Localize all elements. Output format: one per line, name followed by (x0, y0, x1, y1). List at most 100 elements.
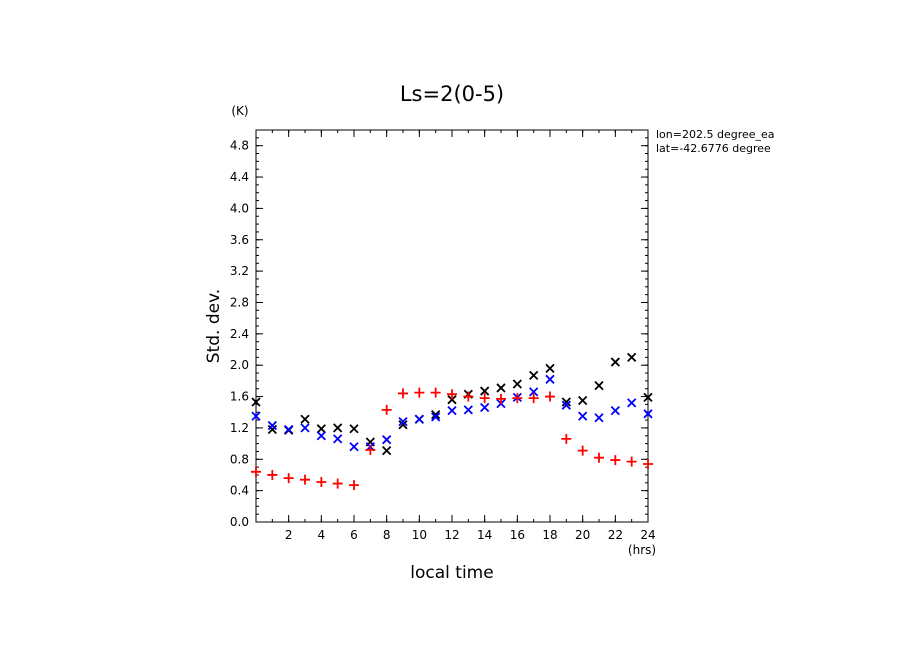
data-point (316, 424, 326, 434)
data-point (447, 406, 457, 416)
data-point (381, 404, 392, 415)
data-point (594, 380, 604, 391)
data-point (643, 392, 653, 402)
data-point (545, 363, 555, 373)
data-point (561, 397, 571, 407)
x-tick-label: 14 (477, 528, 492, 542)
data-point (316, 477, 327, 488)
x-tick-label: 8 (383, 528, 391, 542)
data-point (643, 458, 653, 469)
data-point (578, 395, 588, 406)
series-2 (251, 387, 653, 491)
data-point (463, 405, 473, 415)
data-point (496, 383, 506, 393)
plot-axes: 0.0 0.4 0.8 1.2 1.6 2.0 2.4 2.8 3.2 3.6 4.0 4.4 4.8 2… (230, 129, 656, 542)
plot-marks (251, 352, 653, 491)
series-0 (251, 352, 653, 456)
data-point (430, 387, 441, 398)
data-point (267, 469, 278, 480)
data-point (283, 473, 294, 484)
y-tick-label: 0.0 (230, 515, 249, 529)
x-tick-label: 10 (412, 528, 427, 542)
x-tick-label: 18 (542, 528, 557, 542)
data-point (463, 391, 474, 402)
data-point (578, 411, 588, 421)
data-point (447, 395, 457, 405)
x-axis-label: local time (410, 563, 493, 583)
x-tick-label: 20 (575, 528, 590, 542)
data-point (528, 393, 539, 404)
data-point (251, 466, 261, 477)
data-point (577, 445, 588, 456)
data-point (561, 400, 571, 410)
data-point (610, 455, 621, 466)
x-tick-label: 16 (510, 528, 525, 542)
data-point (300, 423, 310, 433)
plot-frame (255, 129, 649, 523)
x-tick-label: 2 (285, 528, 293, 542)
y-tick-label: 2.8 (230, 295, 249, 309)
annotation-lat: lat=-42.6776 degree (656, 142, 771, 155)
y-tick-label: 0.4 (230, 484, 249, 498)
data-point (316, 431, 326, 441)
data-point (332, 478, 343, 489)
data-point (365, 444, 376, 455)
data-point (626, 456, 637, 467)
data-point (414, 414, 424, 424)
data-point (610, 357, 620, 367)
data-point (561, 433, 572, 444)
data-point (545, 374, 555, 384)
data-point (284, 424, 294, 435)
y-tick-label: 2.4 (230, 327, 249, 341)
data-point (496, 393, 506, 404)
x-tick-label: 24 (640, 528, 655, 542)
data-point (333, 423, 343, 433)
annotation-lon: lon=202.5 degree_ea (656, 128, 775, 141)
data-point (349, 442, 359, 452)
series-1 (251, 374, 653, 452)
y-tick-label: 4.8 (230, 139, 249, 153)
data-point (479, 393, 490, 404)
x-tick-label: 12 (444, 528, 459, 542)
data-point (300, 474, 310, 485)
data-point (382, 435, 392, 445)
data-point (414, 387, 425, 398)
data-point (349, 480, 359, 491)
data-point (512, 393, 523, 404)
y-tick-label: 0.8 (230, 452, 249, 466)
x-unit-label: (hrs) (628, 543, 656, 557)
data-point (300, 414, 310, 424)
y-unit-label: (K) (231, 104, 248, 118)
y-tick-label: 4.0 (230, 201, 249, 215)
data-point (480, 386, 490, 396)
data-point (382, 446, 392, 456)
data-point (349, 424, 359, 434)
data-point (529, 370, 539, 381)
y-tick-label: 3.2 (230, 264, 249, 278)
x-tick-label: 6 (350, 528, 358, 542)
y-tick-label: 1.2 (230, 421, 249, 435)
data-point (610, 406, 620, 416)
x-tick-label: 22 (608, 528, 623, 542)
data-point (267, 424, 277, 435)
data-point (251, 397, 261, 407)
y-axis-label: Std. dev. (204, 289, 224, 363)
data-point (594, 413, 604, 423)
y-tick-label: 1.6 (230, 390, 249, 404)
data-point (529, 387, 539, 397)
data-point (398, 420, 408, 430)
data-point (594, 452, 604, 463)
data-point (643, 409, 653, 419)
data-point (627, 352, 637, 362)
y-tick-label: 4.4 (230, 170, 249, 184)
data-point (251, 411, 261, 421)
x-tick-label: 4 (318, 528, 326, 542)
data-point (333, 434, 343, 444)
y-tick-label: 3.6 (230, 233, 249, 247)
data-point (512, 379, 522, 389)
data-point (398, 388, 408, 399)
data-point (267, 420, 277, 431)
data-point (545, 391, 555, 402)
data-point (627, 398, 637, 408)
